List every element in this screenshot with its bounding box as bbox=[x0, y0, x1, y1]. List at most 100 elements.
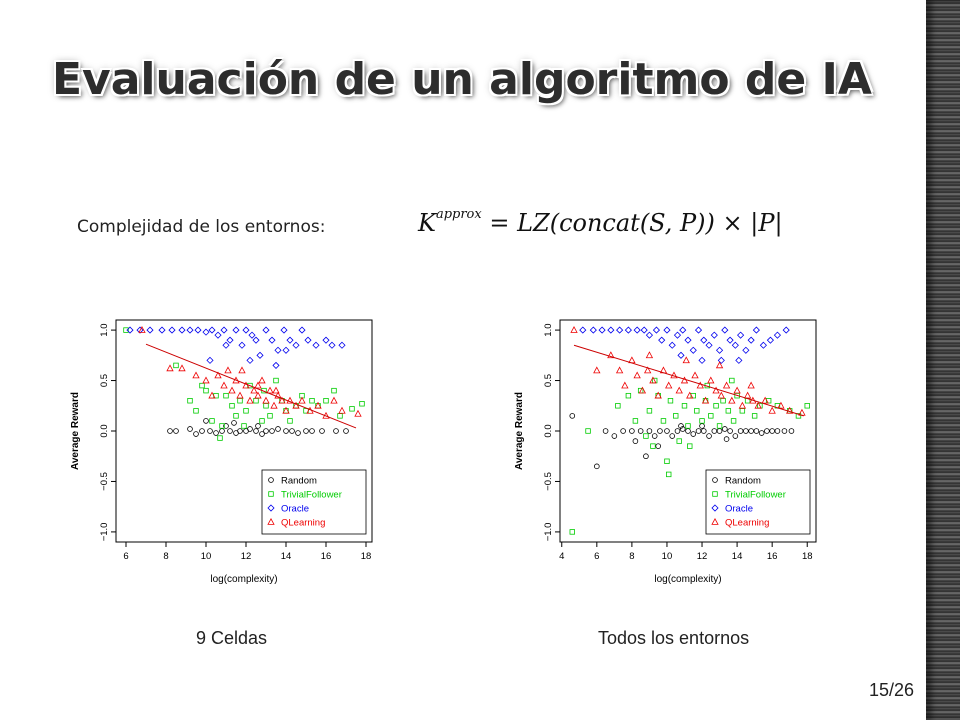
point-random bbox=[275, 426, 281, 432]
formula-rhs: = LZ(concat(S, P)) × |P| bbox=[489, 209, 783, 237]
legend-marker-random bbox=[268, 477, 274, 483]
point-trivialfollower bbox=[667, 398, 674, 404]
point-random bbox=[753, 428, 760, 434]
point-oracle bbox=[202, 328, 210, 336]
point-qlearning bbox=[272, 386, 280, 394]
point-qlearning bbox=[228, 386, 236, 394]
x-tick-label: 10 bbox=[662, 551, 673, 562]
point-trivialfollower bbox=[694, 408, 700, 414]
point-random bbox=[309, 428, 315, 434]
point-trivialfollower bbox=[229, 403, 235, 409]
point-trivialfollower bbox=[569, 529, 575, 535]
point-random bbox=[723, 436, 730, 442]
point-qlearning bbox=[282, 406, 290, 414]
legend-box bbox=[705, 469, 811, 535]
point-qlearning bbox=[691, 371, 699, 379]
point-oracle bbox=[238, 341, 246, 349]
point-oracle bbox=[640, 326, 648, 334]
point-qlearning bbox=[354, 409, 362, 417]
point-qlearning bbox=[208, 391, 216, 399]
point-oracle bbox=[705, 341, 713, 349]
point-trivialfollower bbox=[241, 423, 247, 429]
point-trivialfollower bbox=[217, 435, 223, 441]
x-tick-label: 14 bbox=[732, 551, 743, 562]
y-tick-label: −1.0 bbox=[543, 523, 554, 542]
x-tick-label: 16 bbox=[767, 551, 778, 562]
formula-superscript: approx bbox=[435, 207, 482, 222]
point-trivialfollower bbox=[660, 418, 667, 424]
point-random bbox=[237, 428, 243, 434]
point-oracle bbox=[206, 356, 214, 364]
qlearning-trend-line bbox=[573, 344, 804, 417]
point-random bbox=[173, 428, 179, 434]
point-random bbox=[700, 428, 707, 434]
point-random bbox=[727, 428, 733, 434]
point-oracle bbox=[679, 326, 687, 334]
y-axis-label: Average Reward bbox=[70, 392, 81, 470]
y-tick-label: 0.5 bbox=[543, 374, 554, 387]
point-random bbox=[643, 453, 649, 460]
point-qlearning bbox=[682, 356, 690, 364]
point-oracle bbox=[136, 326, 144, 334]
x-tick-label: 18 bbox=[361, 551, 372, 562]
point-qlearning bbox=[733, 386, 741, 394]
point-trivialfollower bbox=[585, 428, 591, 434]
point-trivialfollower bbox=[237, 398, 243, 404]
point-oracle bbox=[286, 336, 294, 344]
point-trivialfollower bbox=[720, 398, 726, 404]
point-random bbox=[722, 426, 728, 432]
point-oracle bbox=[773, 331, 781, 339]
point-oracle bbox=[220, 326, 228, 334]
point-trivialfollower bbox=[687, 443, 693, 449]
point-random bbox=[255, 423, 261, 429]
caption-9-celdas: 9 Celdas bbox=[196, 628, 268, 648]
point-trivialfollower bbox=[625, 392, 632, 399]
point-qlearning bbox=[278, 396, 286, 404]
point-oracle bbox=[208, 326, 216, 334]
point-trivialfollower bbox=[681, 403, 688, 409]
point-random bbox=[569, 413, 576, 419]
point-oracle bbox=[710, 331, 718, 339]
complexity-label: Complejidad de los entornos: bbox=[77, 217, 326, 237]
point-qlearning bbox=[250, 386, 258, 394]
y-tick-label: 0.5 bbox=[99, 374, 110, 387]
point-trivialfollower bbox=[337, 413, 343, 419]
point-qlearning bbox=[743, 391, 752, 399]
legend-marker-qlearning bbox=[711, 517, 719, 525]
point-trivialfollower bbox=[664, 458, 670, 464]
point-qlearning bbox=[236, 391, 244, 399]
point-random bbox=[769, 428, 775, 434]
slide-decorative-edge bbox=[926, 0, 960, 720]
point-oracle bbox=[616, 326, 624, 334]
point-oracle bbox=[742, 346, 750, 354]
legend-label: Oracle bbox=[281, 504, 309, 515]
x-tick-label: 16 bbox=[321, 551, 332, 562]
point-random bbox=[343, 428, 349, 434]
point-qlearning bbox=[286, 396, 294, 404]
point-random bbox=[695, 428, 702, 434]
y-axis-label: Average Reward bbox=[514, 392, 525, 470]
point-trivialfollower bbox=[233, 413, 239, 419]
point-trivialfollower bbox=[359, 401, 365, 407]
point-qlearning bbox=[633, 371, 641, 379]
point-random bbox=[646, 428, 653, 434]
point-oracle bbox=[766, 336, 774, 344]
point-trivialfollower bbox=[219, 423, 225, 429]
data-points bbox=[569, 326, 810, 535]
point-trivialfollower bbox=[666, 471, 672, 478]
point-oracle bbox=[731, 341, 739, 349]
point-random bbox=[764, 428, 770, 434]
point-oracle bbox=[607, 326, 615, 334]
x-tick-label: 8 bbox=[629, 551, 634, 562]
point-qlearning bbox=[696, 381, 704, 389]
legend-marker-oracle bbox=[267, 504, 275, 512]
point-qlearning bbox=[224, 366, 232, 374]
point-qlearning bbox=[728, 396, 736, 404]
point-random bbox=[674, 428, 681, 434]
point-oracle bbox=[782, 326, 790, 334]
point-oracle bbox=[274, 346, 282, 354]
point-trivialfollower bbox=[287, 418, 293, 424]
point-qlearning bbox=[654, 391, 662, 399]
page-number: 15/26 bbox=[868, 680, 914, 700]
point-qlearning bbox=[258, 376, 266, 384]
